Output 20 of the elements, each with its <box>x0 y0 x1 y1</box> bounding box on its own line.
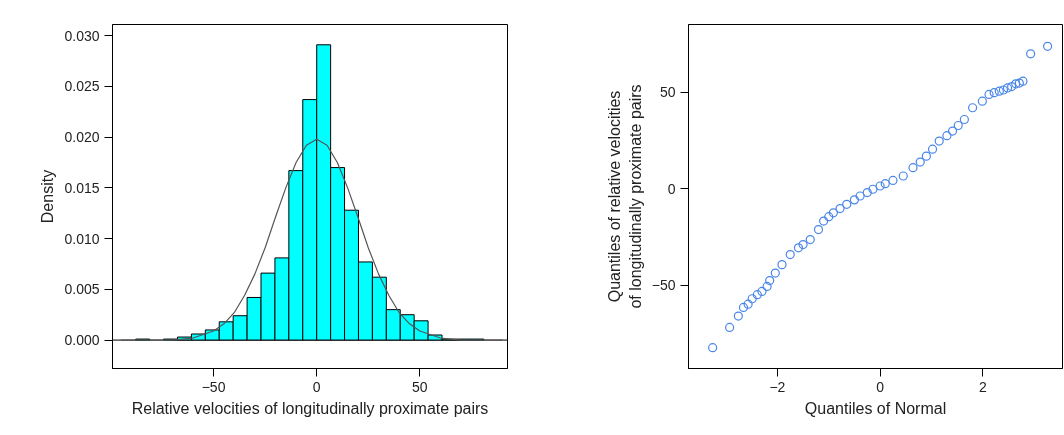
y-tick-label: 0.025 <box>64 78 100 95</box>
x-tick-label: 0 <box>876 378 885 395</box>
y-tick-label: 0.000 <box>64 332 100 349</box>
y-tick-label: 0.005 <box>64 281 100 298</box>
y-tick-label: 0.030 <box>64 27 100 44</box>
x-tick-label: 0 <box>312 378 321 395</box>
y-axis-title: Quantiles of relative velocities of longitudinally proximate pairs <box>606 84 644 309</box>
x-tick-label: −2 <box>769 378 786 395</box>
y-tick-label: 0.010 <box>64 230 100 247</box>
y-axis-title: Density <box>39 169 57 224</box>
x-axis-title: Relative velocities of longitudinally proximate pairs <box>131 399 489 417</box>
x-tick-label: −50 <box>201 378 226 395</box>
x-tick-label: 50 <box>412 378 428 395</box>
x-axis-title: Quantiles of Normal <box>804 399 947 417</box>
y-tick-label: 0.020 <box>64 129 100 146</box>
x-tick-label: 2 <box>978 378 987 395</box>
y-tick-label: −50 <box>651 277 676 294</box>
y-tick-label: 0.015 <box>64 179 100 196</box>
y-tick-label: 50 <box>659 84 676 101</box>
y-tick-label: 0 <box>667 180 676 197</box>
